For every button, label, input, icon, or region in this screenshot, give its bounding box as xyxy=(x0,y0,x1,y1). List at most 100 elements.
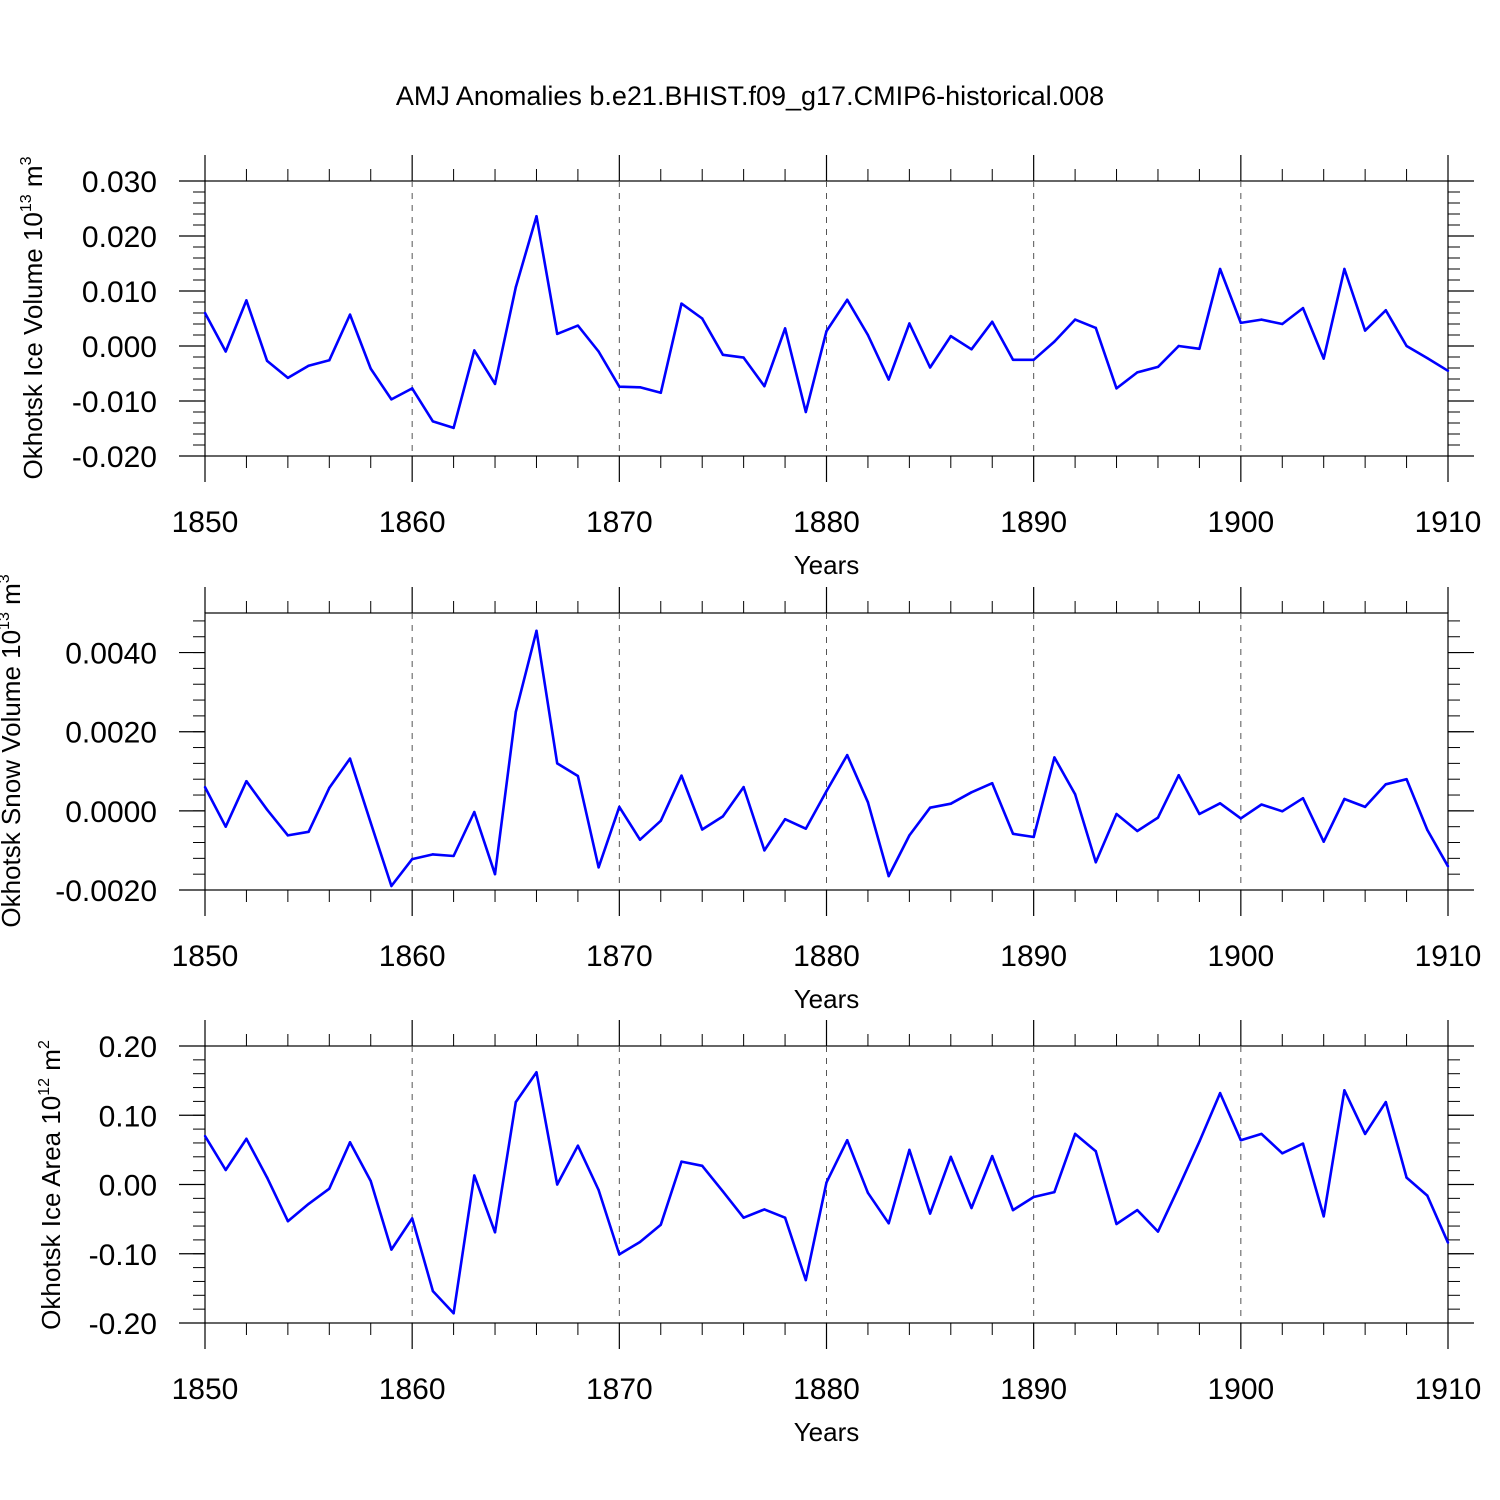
data-point xyxy=(1032,1195,1035,1199)
data-point xyxy=(1011,832,1015,836)
data-point xyxy=(576,324,580,327)
y-tick-label: -0.020 xyxy=(72,441,157,474)
data-point xyxy=(928,366,932,369)
y-tick-label: 0.00 xyxy=(99,1170,157,1203)
data-point xyxy=(1426,356,1429,360)
data-point xyxy=(804,410,807,414)
data-point xyxy=(887,874,890,878)
y-tick-label: -0.10 xyxy=(89,1239,157,1272)
data-point xyxy=(659,1223,662,1226)
panel-1: 1850 1860 1870 1880 1890 1900 1910 -0.020 -0.010… xyxy=(18,155,1481,580)
data-point xyxy=(1177,1186,1180,1189)
data-point xyxy=(307,830,310,834)
data-point xyxy=(680,302,683,305)
x-tick-label: 1880 xyxy=(793,940,860,973)
data-point xyxy=(991,781,994,785)
x-tick-label: 1890 xyxy=(1000,1373,1067,1406)
data-point xyxy=(224,1168,227,1172)
data-point xyxy=(1343,797,1346,801)
data-point xyxy=(1053,1190,1056,1194)
data-point xyxy=(369,821,372,824)
data-point xyxy=(514,710,517,714)
data-point xyxy=(1115,1222,1118,1226)
data-point xyxy=(1260,803,1263,806)
x-tick-label: 1890 xyxy=(1000,506,1067,539)
data-point xyxy=(659,819,662,822)
data-point xyxy=(659,391,662,394)
data-point xyxy=(1384,309,1388,312)
data-point xyxy=(742,785,745,789)
y-tick-label: 0.010 xyxy=(82,276,157,309)
data-point xyxy=(597,350,600,353)
data-point xyxy=(493,1231,497,1234)
data-point xyxy=(286,1220,290,1223)
data-point xyxy=(701,317,704,320)
y-tick-label: 0.0020 xyxy=(65,717,157,750)
data-point xyxy=(638,386,642,389)
x-tick-label: 1870 xyxy=(586,506,653,539)
data-point xyxy=(742,356,745,359)
panel-2: 1850 1860 1870 1880 1890 1900 1910 -0.0020 0.000… xyxy=(0,574,1481,1014)
data-point xyxy=(555,332,559,336)
data-point xyxy=(535,215,538,218)
data-point xyxy=(1218,802,1222,805)
data-point xyxy=(245,1137,248,1140)
data-point xyxy=(825,1181,828,1184)
data-point xyxy=(825,329,828,333)
data-point xyxy=(783,327,787,330)
data-point xyxy=(265,808,269,811)
data-point xyxy=(846,1138,849,1142)
data-point xyxy=(638,1240,642,1244)
x-tick-label: 1850 xyxy=(172,940,239,973)
data-point xyxy=(928,806,932,809)
data-point xyxy=(348,313,352,316)
data-point xyxy=(431,420,435,423)
data-point xyxy=(1322,1215,1325,1218)
data-point xyxy=(991,1154,994,1158)
data-point xyxy=(1032,835,1035,839)
x-tick-label: 1870 xyxy=(586,1373,653,1406)
data-point xyxy=(1053,756,1056,759)
y-tick-label: 0.0000 xyxy=(65,796,157,829)
x-tick-label: 1850 xyxy=(172,1373,239,1406)
data-point xyxy=(286,834,290,837)
data-point xyxy=(908,834,911,837)
data-point xyxy=(245,779,248,783)
data-point xyxy=(597,1188,600,1192)
data-point xyxy=(245,299,248,302)
data-point xyxy=(1260,318,1263,321)
data-point xyxy=(555,1183,559,1186)
data-point xyxy=(1094,326,1098,330)
series-line xyxy=(203,214,1449,430)
data-point xyxy=(846,298,849,301)
data-point xyxy=(1301,796,1305,800)
data-point xyxy=(1011,1208,1015,1212)
data-point xyxy=(1363,329,1367,332)
data-point xyxy=(1218,267,1222,271)
x-tick-label: 1910 xyxy=(1415,940,1482,973)
x-tick-label: 1900 xyxy=(1207,1373,1274,1406)
y-tick-label: 0.020 xyxy=(82,221,157,254)
data-point xyxy=(535,629,538,633)
x-tick-label: 1850 xyxy=(172,506,239,539)
x-axis-label: Years xyxy=(794,1417,860,1447)
data-point xyxy=(887,1222,890,1225)
data-point xyxy=(1322,357,1325,360)
data-point xyxy=(286,376,290,380)
data-point xyxy=(1239,817,1243,820)
x-tick-label: 1870 xyxy=(586,940,653,973)
data-point xyxy=(452,426,455,430)
x-tick-label: 1880 xyxy=(793,506,860,539)
data-point xyxy=(804,827,807,830)
data-point xyxy=(825,789,828,793)
y-axis-label: Okhotsk Snow Volume 1013 m3 xyxy=(0,574,26,927)
data-point xyxy=(224,825,227,828)
data-point xyxy=(555,762,559,765)
data-point xyxy=(1446,1241,1450,1244)
data-point xyxy=(970,1206,973,1210)
data-point xyxy=(618,1253,621,1256)
data-point xyxy=(369,1179,372,1183)
data-point xyxy=(1073,1132,1077,1136)
data-point xyxy=(721,1190,725,1193)
data-point xyxy=(1281,810,1284,813)
